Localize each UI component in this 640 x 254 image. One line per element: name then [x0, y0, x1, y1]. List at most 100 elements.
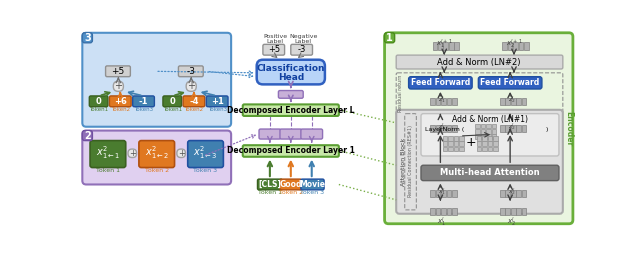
- Bar: [430, 98, 435, 105]
- Bar: [481, 129, 485, 134]
- Bar: [444, 42, 448, 50]
- Bar: [522, 98, 526, 105]
- Bar: [476, 134, 480, 139]
- FancyBboxPatch shape: [83, 131, 231, 184]
- Bar: [524, 42, 529, 50]
- Bar: [516, 208, 521, 215]
- Bar: [459, 147, 463, 151]
- FancyBboxPatch shape: [243, 145, 339, 157]
- Bar: [436, 190, 440, 197]
- Text: +: +: [129, 149, 136, 158]
- Bar: [436, 98, 440, 105]
- Text: Decomposed Encoder Layer L: Decomposed Encoder Layer L: [227, 106, 355, 115]
- Bar: [477, 136, 481, 141]
- Bar: [513, 42, 518, 50]
- Bar: [522, 125, 526, 132]
- Bar: [430, 190, 435, 197]
- Text: $x_2^{l+1}$: $x_2^{l+1}$: [506, 38, 522, 52]
- Text: Token 1: Token 1: [258, 190, 282, 195]
- FancyBboxPatch shape: [263, 44, 285, 55]
- Bar: [441, 190, 446, 197]
- Bar: [481, 134, 485, 139]
- Bar: [500, 98, 505, 105]
- Bar: [506, 190, 510, 197]
- FancyBboxPatch shape: [128, 149, 136, 157]
- Bar: [522, 208, 526, 215]
- Bar: [511, 208, 516, 215]
- FancyBboxPatch shape: [83, 33, 92, 43]
- Text: $x_{1\leftarrow 2}^{2}$: $x_{1\leftarrow 2}^{2}$: [145, 144, 169, 161]
- Text: Label: Label: [267, 39, 284, 44]
- FancyBboxPatch shape: [183, 96, 205, 107]
- Text: Feed Forward: Feed Forward: [481, 78, 540, 87]
- Bar: [486, 134, 491, 139]
- Text: 2: 2: [84, 131, 91, 140]
- FancyBboxPatch shape: [113, 81, 124, 91]
- FancyBboxPatch shape: [478, 77, 542, 89]
- Bar: [511, 190, 516, 197]
- Bar: [506, 125, 510, 132]
- Bar: [488, 136, 492, 141]
- Text: -4: -4: [189, 97, 198, 106]
- Text: +: +: [178, 149, 184, 158]
- Bar: [481, 124, 485, 128]
- Bar: [449, 42, 454, 50]
- Bar: [448, 147, 452, 151]
- FancyBboxPatch shape: [139, 141, 175, 168]
- Bar: [493, 147, 498, 151]
- FancyBboxPatch shape: [163, 96, 182, 107]
- Bar: [492, 129, 496, 134]
- Bar: [522, 190, 526, 197]
- FancyBboxPatch shape: [278, 90, 303, 98]
- Bar: [443, 141, 447, 146]
- Bar: [518, 42, 524, 50]
- Bar: [447, 125, 451, 132]
- Text: +: +: [188, 81, 195, 91]
- Bar: [482, 141, 487, 146]
- Text: +1: +1: [211, 97, 223, 106]
- FancyBboxPatch shape: [421, 165, 559, 181]
- Bar: [452, 98, 457, 105]
- Bar: [448, 141, 452, 146]
- Bar: [443, 136, 447, 141]
- Text: 0: 0: [170, 97, 175, 106]
- Bar: [454, 42, 459, 50]
- FancyBboxPatch shape: [132, 96, 154, 107]
- Text: Add & Norm (LN#2): Add & Norm (LN#2): [437, 58, 521, 67]
- Text: LayerNorm (: LayerNorm (: [426, 126, 465, 132]
- Text: Residual return: Residual return: [397, 75, 403, 112]
- Bar: [493, 141, 498, 146]
- Text: $\bar{z}_2^l$: $\bar{z}_2^l$: [508, 94, 516, 105]
- Bar: [448, 136, 452, 141]
- Bar: [477, 147, 481, 151]
- FancyBboxPatch shape: [421, 114, 559, 156]
- Bar: [476, 129, 480, 134]
- FancyBboxPatch shape: [109, 96, 131, 107]
- Bar: [482, 136, 487, 141]
- Text: Token 2: Token 2: [145, 168, 169, 173]
- Bar: [516, 190, 521, 197]
- Text: Multi-head Attention: Multi-head Attention: [440, 168, 540, 178]
- Text: $x_{1\leftarrow 1}^{2}$: $x_{1\leftarrow 1}^{2}$: [96, 144, 120, 161]
- Bar: [500, 208, 505, 215]
- Bar: [506, 98, 510, 105]
- FancyBboxPatch shape: [90, 96, 108, 107]
- Text: Token1: Token1: [89, 106, 108, 112]
- Bar: [452, 125, 457, 132]
- Bar: [459, 136, 463, 141]
- FancyBboxPatch shape: [177, 149, 186, 157]
- FancyBboxPatch shape: [257, 179, 282, 190]
- Text: [CLS]: [CLS]: [259, 180, 282, 189]
- Text: Good: Good: [280, 180, 302, 189]
- FancyBboxPatch shape: [280, 179, 301, 190]
- Text: Token 2: Token 2: [279, 190, 303, 195]
- FancyBboxPatch shape: [396, 55, 563, 69]
- Text: $\bar{z}_1^l$: $\bar{z}_1^l$: [438, 94, 446, 105]
- Bar: [482, 147, 487, 151]
- Text: Token1: Token1: [163, 106, 182, 112]
- Text: 0: 0: [96, 97, 102, 106]
- Bar: [511, 125, 516, 132]
- Text: Feed Forward: Feed Forward: [411, 78, 470, 87]
- Text: +: +: [465, 136, 476, 149]
- Bar: [441, 208, 446, 215]
